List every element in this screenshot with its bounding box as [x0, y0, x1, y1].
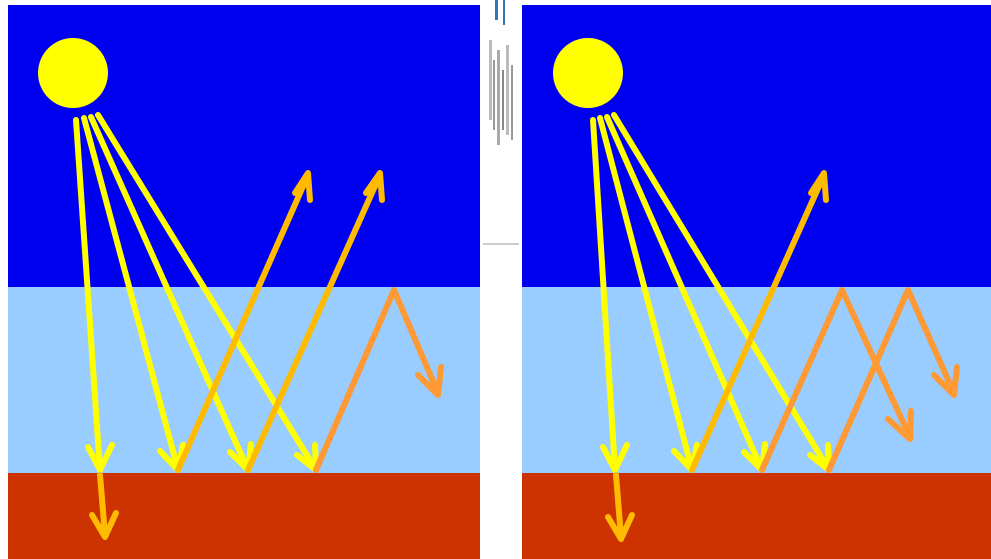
- ground-ray: [613, 472, 624, 540]
- trapped-ray: [759, 287, 913, 473]
- trapped-ray: [826, 287, 957, 473]
- escaping-rays: [689, 170, 829, 473]
- ray-arrowhead: [415, 364, 444, 398]
- ray-arrowhead: [885, 408, 914, 442]
- trapped-rays: [759, 287, 960, 473]
- trapped-ray: [313, 287, 441, 473]
- trapped-rays: [313, 287, 444, 473]
- ray-arrowhead: [605, 512, 635, 542]
- ray-arrowhead: [600, 442, 630, 473]
- atmosphere-layer: [522, 287, 991, 473]
- incoming-ray: [611, 112, 832, 473]
- background-strip: [480, 0, 522, 559]
- ground-layer: [522, 473, 991, 559]
- incoming-rays: [590, 112, 832, 473]
- ray-arrowhead: [363, 170, 385, 203]
- incoming-ray: [604, 114, 765, 473]
- sun-icon: [38, 38, 108, 108]
- ground-ray: [97, 472, 108, 538]
- incoming-ray: [88, 114, 251, 473]
- absorbed-ray: [89, 472, 119, 540]
- sun-icon: [553, 38, 623, 108]
- escaping-rays: [175, 170, 385, 473]
- incoming-ray: [95, 112, 319, 473]
- ray-arrowhead: [292, 170, 313, 203]
- absorbed-ray: [605, 472, 635, 542]
- escaping-ray: [689, 172, 827, 473]
- ray-arrowhead: [931, 364, 960, 398]
- ray-arrowhead: [808, 170, 829, 203]
- incoming-ray: [597, 115, 695, 473]
- background-graph-fragment: [483, 0, 519, 245]
- incoming-ray: [81, 115, 181, 473]
- diagram-panel-left: [8, 5, 480, 559]
- incoming-ray: [590, 117, 618, 473]
- ray-arrowhead: [85, 442, 115, 473]
- escaping-ray: [245, 172, 383, 473]
- diagram-left-svg: [8, 5, 480, 559]
- incoming-ray: [73, 117, 103, 473]
- diagram-right-svg: [522, 5, 991, 559]
- diagram-panel-right: [522, 5, 991, 559]
- ground-layer: [8, 473, 480, 559]
- ray-arrowhead: [89, 510, 119, 540]
- escaping-ray: [175, 172, 311, 473]
